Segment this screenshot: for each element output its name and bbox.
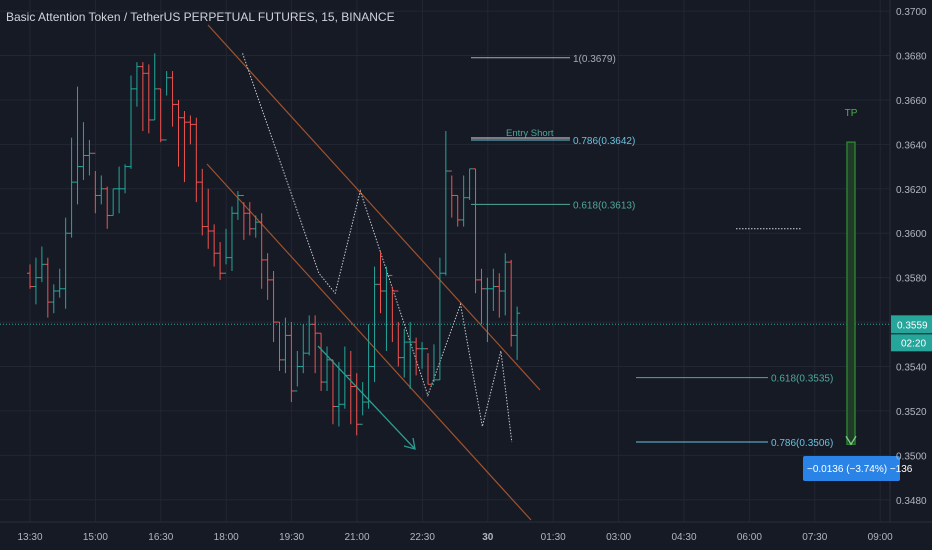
countdown-badge [891, 334, 932, 352]
current-price-value: 0.3559 [897, 320, 928, 331]
tp-label: TP [845, 108, 858, 119]
x-tick-label: 01:30 [541, 532, 566, 543]
x-tick-label: 22:30 [410, 532, 435, 543]
y-tick-label: 0.3660 [896, 96, 927, 107]
tp-arrow-head [845, 435, 857, 446]
chart-title: Basic Attention Token / TetherUS PERPETU… [6, 10, 395, 24]
y-tick-label: 0.3700 [896, 7, 927, 18]
y-tick-label: 0.3640 [896, 140, 927, 151]
countdown-value: 02:20 [901, 338, 926, 349]
x-tick-label: 03:00 [606, 532, 631, 543]
x-tick-label: 19:30 [279, 532, 304, 543]
channel-upper-line [207, 24, 541, 391]
fib-level-label: 0.618(0.3613) [573, 200, 635, 211]
y-tick-label: 0.3480 [896, 496, 927, 507]
x-tick-label: 18:00 [214, 532, 239, 543]
x-tick-label: 04:30 [671, 532, 696, 543]
y-tick-label: 0.3520 [896, 407, 927, 418]
fib-level-label: 0.618(0.3535) [771, 374, 833, 385]
x-tick-label: 09:00 [868, 532, 893, 543]
x-tick-label: 16:30 [148, 532, 173, 543]
x-tick-label: 30 [482, 532, 494, 543]
fib-level-label: 1(0.3679) [573, 54, 616, 65]
y-tick-label: 0.3540 [896, 363, 927, 374]
y-tick-label: 0.3680 [896, 52, 927, 63]
x-tick-label: 15:00 [83, 532, 108, 543]
y-tick-label: 0.3500 [896, 451, 927, 462]
fib-level-label: 0.786(0.3506) [771, 438, 833, 449]
x-tick-label: 07:30 [802, 532, 827, 543]
measure-badge [803, 456, 900, 481]
x-tick-label: 13:30 [17, 532, 42, 543]
current-price-badge [891, 315, 932, 334]
measure-badge-text: −0.0136 (−3.74%) −136 [807, 464, 913, 475]
y-tick-label: 0.3600 [896, 229, 927, 240]
trend-arrow-line [317, 345, 415, 449]
entry-short-label: Entry Short [506, 128, 554, 139]
elliott-zigzag [242, 53, 513, 443]
y-tick-label: 0.3580 [896, 274, 927, 285]
fib-level-label: 0.786(0.3642) [573, 136, 635, 147]
trend-arrow-head [403, 437, 416, 450]
x-tick-label: 21:00 [344, 532, 369, 543]
y-tick-label: 0.3620 [896, 185, 927, 196]
x-tick-label: 06:00 [737, 532, 762, 543]
tp-measure-bar [846, 141, 856, 446]
